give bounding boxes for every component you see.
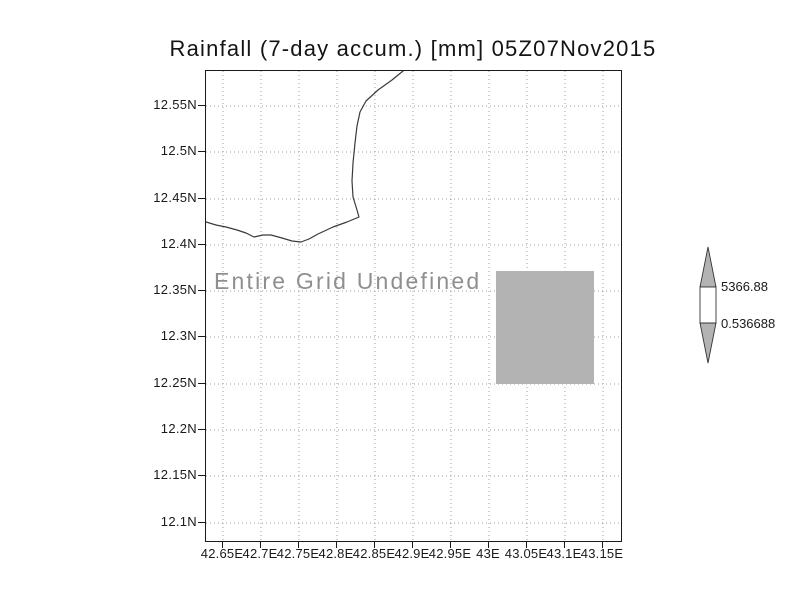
lat-tick-label: 12.2N (160, 421, 197, 436)
map-frame: Entire Grid Undefined (205, 70, 622, 542)
lon-tick-mark (336, 541, 337, 548)
lat-tick-mark (198, 151, 205, 152)
lon-tick-mark (260, 541, 261, 548)
lat-tick-mark (198, 429, 205, 430)
lat-tick-mark (198, 383, 205, 384)
lon-tick-label: 42.65E (200, 546, 244, 561)
lon-tick-mark (450, 541, 451, 548)
lon-tick-label: 43.05E (504, 546, 548, 561)
map-canvas (206, 71, 621, 541)
lon-tick-label: 42.8E (318, 546, 354, 561)
shaded-undefined-region (496, 271, 594, 384)
lat-tick-mark (198, 105, 205, 106)
lat-tick-label: 12.4N (160, 236, 197, 251)
lon-tick-mark (602, 541, 603, 548)
lon-tick-label: 42.7E (242, 546, 278, 561)
lat-tick-label: 12.1N (160, 514, 197, 529)
colorbar (699, 246, 717, 364)
lat-tick-label: 12.45N (153, 190, 197, 205)
lon-tick-mark (298, 541, 299, 548)
lat-tick-label: 12.15N (153, 467, 197, 482)
lat-tick-label: 12.55N (153, 97, 197, 112)
plot-title: Rainfall (7-day accum.) [mm] 05Z07Nov201… (169, 36, 657, 61)
coastline (206, 71, 404, 243)
lat-tick-mark (198, 290, 205, 291)
lat-tick-mark (198, 475, 205, 476)
lon-tick-mark (564, 541, 565, 548)
colorbar-mid-band (699, 286, 717, 324)
lon-tick-label: 42.95E (428, 546, 472, 561)
colorbar-max-label: 5366.88 (721, 279, 768, 294)
lon-tick-label: 43.15E (580, 546, 624, 561)
lat-tick-mark (198, 244, 205, 245)
lat-tick-mark (198, 336, 205, 337)
lon-tick-mark (412, 541, 413, 548)
lat-tick-label: 12.25N (153, 375, 197, 390)
colorbar-top-arrow (699, 246, 717, 288)
lon-tick-label: 42.9E (394, 546, 430, 561)
lat-tick-label: 12.5N (160, 143, 197, 158)
colorbar-bottom-arrow (699, 322, 717, 364)
lon-tick-mark (222, 541, 223, 548)
colorbar-min-label: 0.536688 (721, 316, 776, 331)
lat-tick-mark (198, 522, 205, 523)
lon-tick-label: 42.75E (276, 546, 320, 561)
lon-tick-mark (526, 541, 527, 548)
lon-tick-label: 43E (476, 546, 500, 561)
undefined-grid-message: Entire Grid Undefined (214, 268, 482, 294)
lon-tick-mark (374, 541, 375, 548)
lon-tick-mark (488, 541, 489, 548)
lon-tick-label: 42.85E (352, 546, 396, 561)
lat-tick-label: 12.35N (153, 282, 197, 297)
lon-tick-label: 43.1E (546, 546, 582, 561)
lat-tick-mark (198, 198, 205, 199)
lat-tick-label: 12.3N (160, 328, 197, 343)
